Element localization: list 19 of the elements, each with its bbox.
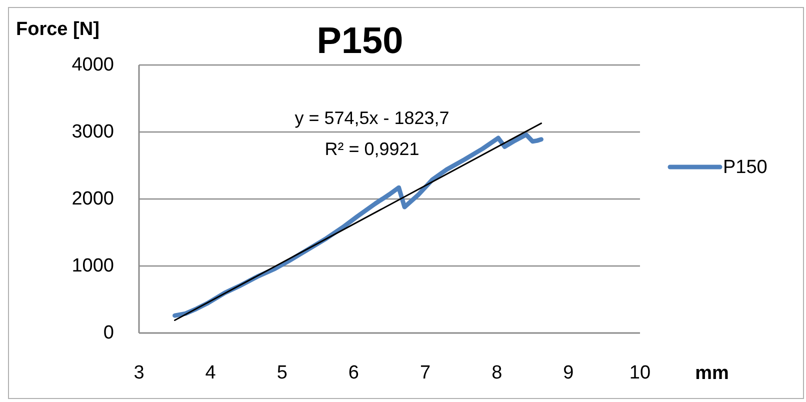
y-axis-title: Force [N]: [16, 19, 100, 40]
x-tick-label: 5: [276, 362, 288, 384]
legend-label: P150: [723, 156, 768, 178]
x-tick-label: 3: [134, 362, 144, 384]
x-tick-label: 7: [420, 362, 431, 384]
x-tick-label: 8: [492, 362, 502, 384]
x-tick-label: 9: [563, 362, 574, 384]
y-tick-label: 0: [103, 322, 114, 344]
y-tick-label: 4000: [72, 54, 114, 76]
x-tick-label: 6: [348, 362, 360, 384]
x-tick-label: 4: [205, 362, 216, 384]
y-tick-label: 1000: [72, 256, 114, 276]
x-axis-title: mm: [695, 362, 729, 384]
y-tick-label: 3000: [72, 122, 114, 142]
annotation: R² = 0,9921: [324, 139, 420, 159]
chart-title: P150: [316, 20, 404, 61]
y-tick-label: 2000: [72, 188, 114, 210]
x-tick-label: 10: [629, 362, 651, 384]
annotation: y = 574,5x - 1823,7: [294, 108, 450, 128]
